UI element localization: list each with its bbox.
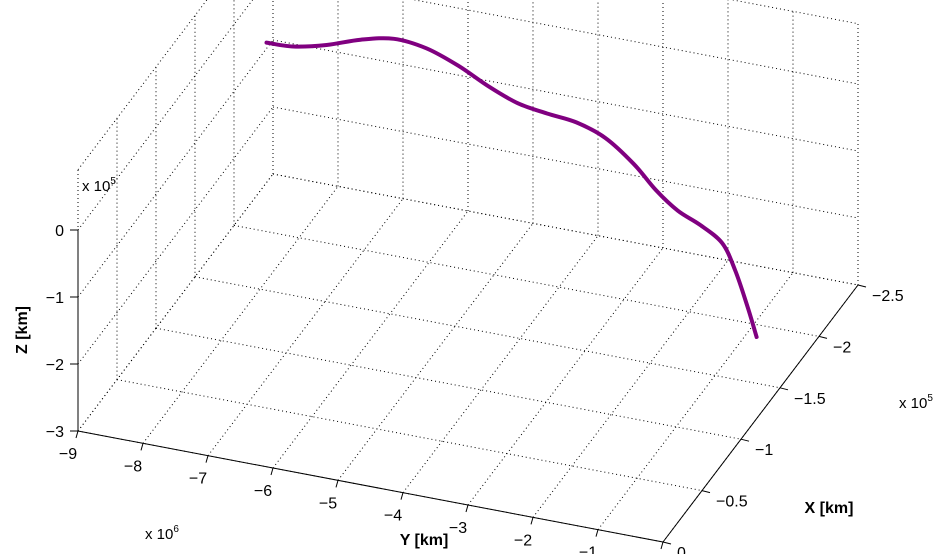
z-axis-label: Z [km]: [14, 306, 31, 354]
grid-line: [77, 173, 274, 432]
grid-line: [194, 276, 781, 389]
y-tick-label: −5: [319, 495, 337, 512]
y-tick-label: −8: [124, 458, 142, 475]
grid-line: [77, 39, 274, 298]
series-layer: [264, 36, 759, 339]
grid-line: [116, 379, 703, 492]
y-tick-label: −2: [514, 532, 532, 549]
y-tick-label: −4: [384, 508, 402, 525]
grid-line: [730, 0, 859, 25]
y-tick-mark: [205, 455, 209, 463]
x-tick-mark: [701, 490, 711, 494]
grid-line: [77, 0, 208, 171]
y-tick-mark: [595, 529, 599, 537]
y-tick-mark: [335, 480, 339, 488]
x-tick-label: −1: [755, 442, 773, 459]
grid-line: [77, 0, 254, 231]
y-axis-line: [77, 430, 664, 543]
grid-line: [272, 210, 469, 469]
grid-line: [597, 272, 794, 530]
grid-line: [337, 223, 534, 481]
y-axis-label: Y [km]: [400, 532, 449, 549]
y-tick-label: −9: [59, 446, 77, 463]
x-tick-mark: [818, 335, 828, 339]
grid-line: [77, 106, 274, 365]
x-tick-label: −1.5: [794, 391, 826, 408]
x-tick-label: −2: [833, 339, 851, 356]
z-tick-label: −1: [46, 290, 64, 307]
y-tick-label: −1: [579, 545, 597, 554]
x-tick-mark: [740, 438, 750, 442]
x-tick-mark: [857, 284, 867, 288]
x-axis-label: X [km]: [805, 500, 854, 517]
x-tick-mark: [662, 541, 672, 545]
trajectory-line: [264, 36, 759, 339]
y-tick-mark: [140, 443, 144, 451]
x-tick-label: 0: [677, 545, 686, 554]
y-tick-label: −3: [449, 520, 467, 537]
grid-line: [272, 39, 859, 152]
y-tick-label: −6: [254, 483, 272, 500]
z-tick-label: 0: [55, 223, 64, 240]
y-tick-label: −7: [189, 471, 207, 488]
grid-line: [142, 186, 339, 444]
grid-line: [207, 198, 404, 456]
y-tick-mark: [465, 504, 469, 513]
y-axis-multiplier: x 106: [145, 524, 179, 543]
grid-line: [412, 0, 859, 85]
axes: [70, 229, 867, 550]
y-tick-mark: [660, 541, 664, 550]
tick-labels: −9 −8 −7 −6 −5 −4 −3 −2 −1 0 −2.5 −2 −1.5 −1 −0.5 0 −3 −2…: [46, 223, 904, 554]
grid-line: [402, 235, 599, 493]
grid-line: [272, 173, 859, 286]
x-axis-multiplier: x 105: [899, 393, 933, 412]
z-axis-multiplier: x 105: [82, 176, 116, 195]
grid-line: [233, 224, 820, 337]
grid-lines: [77, 0, 859, 543]
grid-line: [532, 260, 729, 518]
grid-line: [155, 327, 742, 440]
x-tick-label: −0.5: [716, 494, 748, 511]
y-tick-mark: [400, 492, 404, 500]
y-tick-mark: [530, 517, 534, 525]
x-tick-mark: [779, 387, 789, 391]
grid-line: [467, 247, 664, 506]
x-axis-line: [662, 284, 859, 543]
grid-line: [272, 173, 859, 286]
y-tick-mark: [270, 467, 274, 476]
grid-line: [272, 106, 859, 219]
z-tick-label: −2: [46, 357, 64, 374]
x-tick-label: −2.5: [872, 288, 904, 305]
y-tick-mark: [75, 430, 79, 439]
z-tick-label: −3: [46, 424, 64, 441]
